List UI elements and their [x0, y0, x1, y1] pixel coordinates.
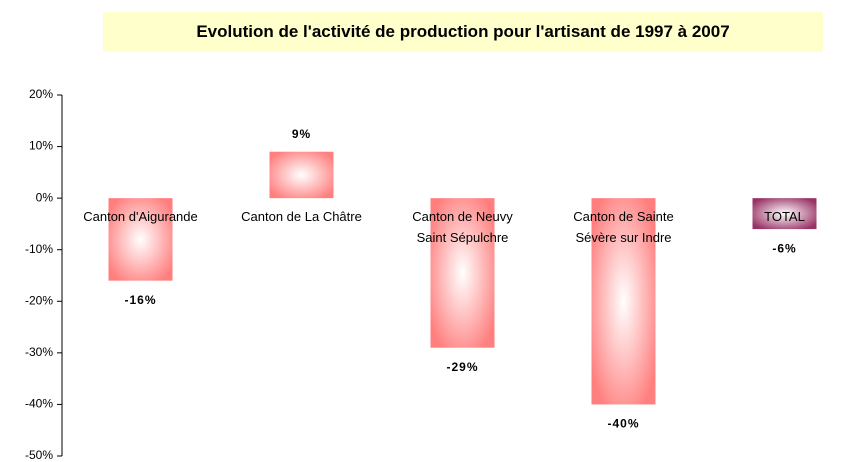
- bar: [752, 198, 817, 230]
- x-tick-label: Canton de La Châtre: [241, 209, 362, 225]
- x-tick-label: Canton d'Aigurande: [83, 209, 198, 225]
- bar: [430, 198, 495, 348]
- x-tick-label: Canton de Neuvy Saint Sépulchre: [412, 209, 513, 246]
- value-label: -29%: [446, 360, 478, 374]
- bar: [591, 198, 656, 405]
- x-tick-label: Canton de Sainte Sévère sur Indre: [573, 209, 674, 246]
- bar: [269, 151, 334, 199]
- y-tick-label: -50%: [25, 448, 53, 462]
- value-label: -6%: [772, 241, 796, 255]
- x-tick-label: TOTAL: [764, 209, 805, 225]
- y-tick-label: 10%: [29, 139, 53, 153]
- y-tick-label: -30%: [25, 345, 53, 359]
- y-tick-label: -20%: [25, 293, 53, 307]
- chart-title: Evolution de l'activité de production po…: [103, 12, 823, 52]
- y-tick-label: 0%: [36, 190, 54, 204]
- value-label: 9%: [292, 127, 311, 141]
- value-label: -16%: [124, 293, 156, 307]
- bar: [108, 198, 173, 281]
- y-tick-label: 20%: [29, 87, 53, 101]
- y-tick-label: -40%: [25, 397, 53, 411]
- y-tick-label: -10%: [25, 242, 53, 256]
- value-label: -40%: [607, 417, 639, 431]
